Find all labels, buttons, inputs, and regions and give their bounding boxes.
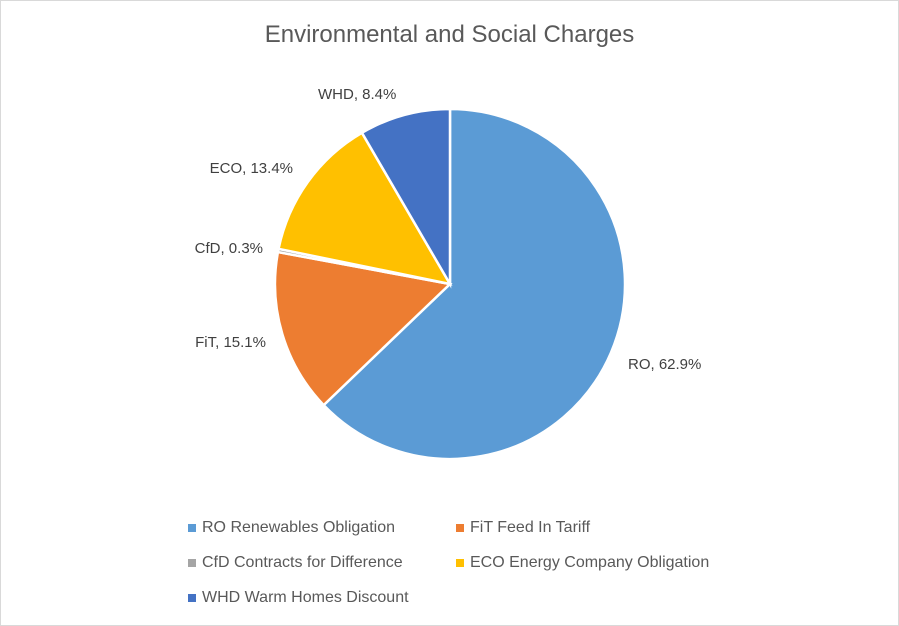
legend-swatch	[188, 524, 196, 532]
legend-item-whd: WHD Warm Homes Discount	[188, 589, 409, 607]
data-label-cfd: CfD, 0.3%	[195, 240, 263, 257]
data-label-whd: WHD, 8.4%	[318, 86, 396, 103]
legend-label: RO Renewables Obligation	[202, 519, 395, 536]
legend-item-eco: ECO Energy Company Obligation	[456, 554, 709, 572]
legend-item-cfd: CfD Contracts for Difference	[188, 554, 403, 572]
chart-title: Environmental and Social Charges	[264, 21, 635, 48]
legend-swatch	[188, 559, 196, 567]
legend-swatch	[188, 594, 196, 602]
pie-slice-eco	[277, 131, 453, 286]
legend-item-fit: FiT Feed In Tariff	[456, 519, 590, 537]
legend-item-ro: RO Renewables Obligation	[188, 519, 395, 537]
data-label-fit: FiT, 15.1%	[195, 334, 266, 351]
pie-slice-ro	[321, 107, 627, 461]
legend-label: CfD Contracts for Difference	[202, 554, 403, 571]
data-label-eco: ECO, 13.4%	[210, 160, 293, 177]
pie-slice-fit	[273, 250, 453, 407]
data-label-ro: RO, 62.9%	[628, 356, 701, 373]
legend-label: WHD Warm Homes Discount	[202, 589, 409, 606]
legend-label: FiT Feed In Tariff	[470, 519, 591, 536]
pie-slice-whd	[360, 107, 452, 289]
legend-label: ECO Energy Company Obligation	[470, 554, 710, 571]
legend-swatch	[456, 559, 464, 567]
legend-swatch	[456, 524, 464, 532]
